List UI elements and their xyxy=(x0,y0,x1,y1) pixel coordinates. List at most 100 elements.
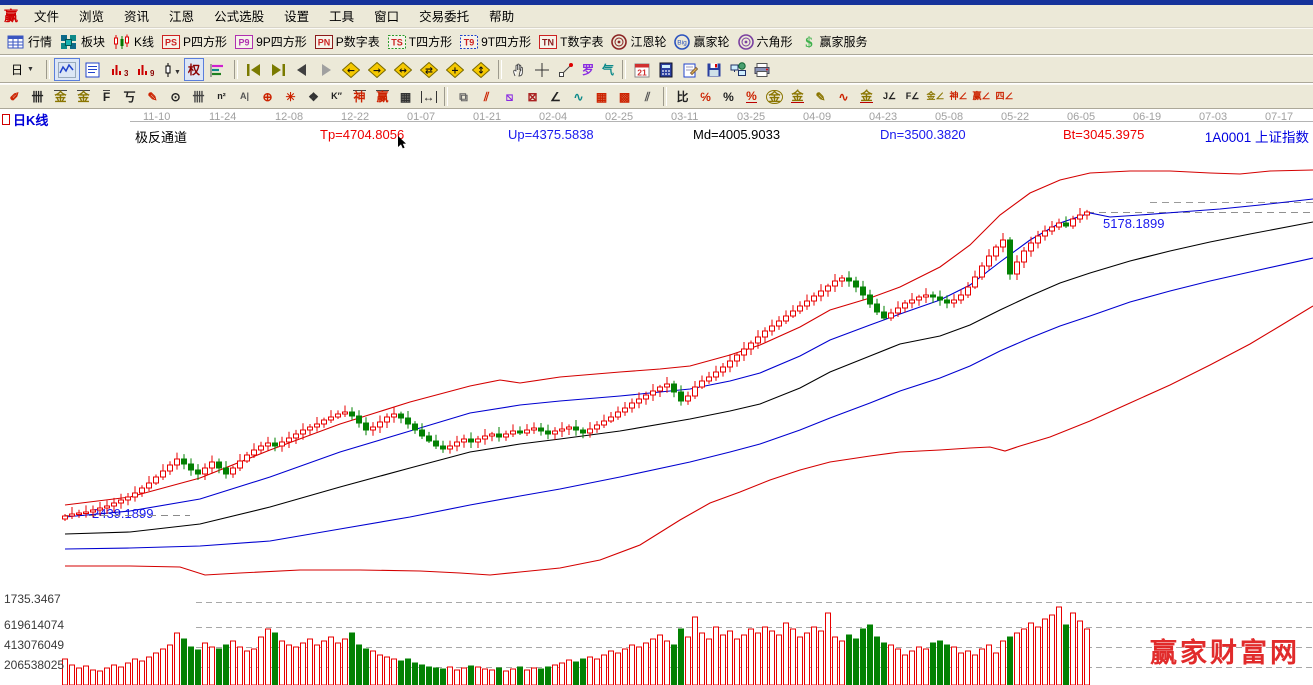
zoom-all-button[interactable]: + xyxy=(442,58,468,81)
trend-chart-button[interactable] xyxy=(53,58,80,81)
chart-area[interactable]: 日K线 11-10 11-24 12-08 12-22 01-07 01-21 02-04 0… xyxy=(0,109,1313,685)
red-grid-box-icon[interactable]: ▩ xyxy=(613,86,636,108)
calculator-button[interactable] xyxy=(654,58,678,81)
fan-box-purple-icon[interactable]: ⧅ xyxy=(498,86,521,108)
number-grid-icon[interactable]: ▦ xyxy=(394,86,417,108)
menu-item-7[interactable]: 窗口 xyxy=(374,10,400,24)
first-page-button[interactable] xyxy=(242,58,266,81)
network-help-button[interactable] xyxy=(726,58,750,81)
menu-item-8[interactable]: 交易委托 xyxy=(419,10,470,24)
time-circle-icon[interactable]: ⊙ xyxy=(164,86,187,108)
gann-web-icon[interactable]: ✳ xyxy=(279,86,302,108)
gold-lines-icon[interactable]: 金 xyxy=(786,86,809,108)
check-wave-icon[interactable]: ∿ xyxy=(567,86,590,108)
notes-button[interactable] xyxy=(678,58,702,81)
ying-angle-icon[interactable]: 赢∠ xyxy=(970,86,993,108)
ying-tool-icon[interactable]: 赢 xyxy=(371,86,394,108)
fibo-f-icon[interactable]: F xyxy=(95,86,118,108)
wave-red-icon[interactable]: ∿ xyxy=(832,86,855,108)
percent-icon[interactable]: % xyxy=(717,86,740,108)
shen-angle-icon[interactable]: 神∠ xyxy=(947,86,970,108)
t-square-button[interactable]: TS T四方形 xyxy=(384,30,456,53)
restore-rights-button[interactable]: 权 xyxy=(183,58,204,81)
save-button[interactable] xyxy=(702,58,726,81)
board-view-button[interactable] xyxy=(80,58,106,81)
kline-button[interactable]: K线 xyxy=(109,30,158,53)
crosshair-button[interactable] xyxy=(530,58,554,81)
t-number-table-button[interactable]: TN T数字表 xyxy=(535,30,607,53)
mirror-icon[interactable]: A| xyxy=(233,86,256,108)
calendar-button[interactable]: 21 xyxy=(630,58,654,81)
menu-item-2[interactable]: 资讯 xyxy=(124,10,150,24)
pan-hand-button[interactable] xyxy=(506,58,530,81)
shift-left-button[interactable]: ← xyxy=(338,58,364,81)
f-angle-icon[interactable]: F∠ xyxy=(901,86,924,108)
circle-cross-icon[interactable]: ⊕ xyxy=(256,86,279,108)
main-chart-svg[interactable] xyxy=(0,109,1313,685)
percent-down-icon[interactable]: ℅ xyxy=(694,86,717,108)
winner-service-button[interactable]: $ 赢家服务 xyxy=(797,30,872,53)
prev-page-button[interactable] xyxy=(290,58,314,81)
period-select-button[interactable]: 日 ▼ xyxy=(3,58,42,81)
red-grid-icon[interactable]: ▦ xyxy=(590,86,613,108)
print-button[interactable] xyxy=(750,58,774,81)
p-square-icon: PS xyxy=(162,34,181,50)
volume-colors-button[interactable] xyxy=(204,58,230,81)
width-adjust-icon[interactable]: ↔ xyxy=(417,86,440,108)
shift-right-button[interactable]: → xyxy=(364,58,390,81)
last-page-button[interactable] xyxy=(266,58,290,81)
p-square-button[interactable]: PS P四方形 xyxy=(158,30,231,53)
gann-grid-icon[interactable]: 卌 xyxy=(26,86,49,108)
hexagon-button[interactable]: 六角形 xyxy=(734,30,797,53)
box-tool-icon[interactable]: ⧉ xyxy=(452,86,475,108)
menu-item-9[interactable]: 帮助 xyxy=(489,10,515,24)
measure-line-button[interactable] xyxy=(554,58,578,81)
next-page-button[interactable] xyxy=(314,58,338,81)
sectors-button[interactable]: 板块 xyxy=(56,30,109,53)
menu-item-1[interactable]: 浏览 xyxy=(79,10,105,24)
spiral-icon[interactable]: 丂 xyxy=(118,86,141,108)
period-flag-icon xyxy=(2,114,10,125)
minute-3-button[interactable]: 3 xyxy=(106,58,132,81)
si-angle-icon[interactable]: 四∠ xyxy=(993,86,1016,108)
winner-wheel-button[interactable]: Big 赢家轮 xyxy=(670,30,733,53)
n-square-icon[interactable]: n² xyxy=(210,86,233,108)
gold-red-line-icon[interactable]: 金 xyxy=(855,86,878,108)
menu-item-6[interactable]: 工具 xyxy=(329,10,355,24)
gann-tool-purple-button[interactable]: 罗 xyxy=(578,58,598,81)
time-ticks-icon[interactable]: 卌 xyxy=(187,86,210,108)
gann-wheel-button[interactable]: 江恩轮 xyxy=(607,30,670,53)
parallel-lines-icon[interactable]: ⫽ xyxy=(636,86,659,108)
k-marks-icon[interactable]: K″ xyxy=(325,86,348,108)
gold-pen-icon[interactable]: ✎ xyxy=(809,86,832,108)
p-number-table-button[interactable]: PN P数字表 xyxy=(311,30,384,53)
shen-tool-icon[interactable]: 神 xyxy=(348,86,371,108)
pen-tool-icon[interactable]: ✐ xyxy=(3,86,26,108)
ray-box-icon[interactable]: ⊠ xyxy=(521,86,544,108)
expand-horizontal-icon: ↔ xyxy=(393,61,412,78)
percent-line-icon[interactable]: % xyxy=(740,86,763,108)
fan-red-icon[interactable]: ⫽ xyxy=(475,86,498,108)
gold-angle-icon[interactable]: 金∠ xyxy=(924,86,947,108)
9t-square-button[interactable]: T9 9T四方形 xyxy=(456,30,535,53)
web-box-icon[interactable]: ❖ xyxy=(302,86,325,108)
quotes-button[interactable]: 行情 xyxy=(3,30,56,53)
candle-style-button[interactable]: ▼ xyxy=(158,58,184,81)
compress-horizontal-button[interactable]: ⇄ xyxy=(416,58,442,81)
menu-item-0[interactable]: 文件 xyxy=(34,10,60,24)
gold-gate-2-icon[interactable]: 金 xyxy=(72,86,95,108)
j-angle-icon[interactable]: J∠ xyxy=(878,86,901,108)
pen-line-icon[interactable]: ✎ xyxy=(141,86,164,108)
menu-item-4[interactable]: 公式选股 xyxy=(214,10,265,24)
cycle-tool-teal-button[interactable]: 气 xyxy=(598,58,618,81)
ratio-lines-icon[interactable]: 比 xyxy=(671,86,694,108)
gold-gate-1-icon[interactable]: 金 xyxy=(49,86,72,108)
menu-item-3[interactable]: 江恩 xyxy=(169,10,195,24)
minute-9-button[interactable]: 9 xyxy=(132,58,158,81)
expand-horizontal-button[interactable]: ↔ xyxy=(390,58,416,81)
fit-vertical-button[interactable]: ↕ xyxy=(468,58,494,81)
pencil-rays-icon[interactable]: ∠ xyxy=(544,86,567,108)
9p-square-button[interactable]: P9 9P四方形 xyxy=(231,30,311,53)
gold-circle-icon[interactable]: 金 xyxy=(763,86,786,108)
menu-item-5[interactable]: 设置 xyxy=(284,10,310,24)
